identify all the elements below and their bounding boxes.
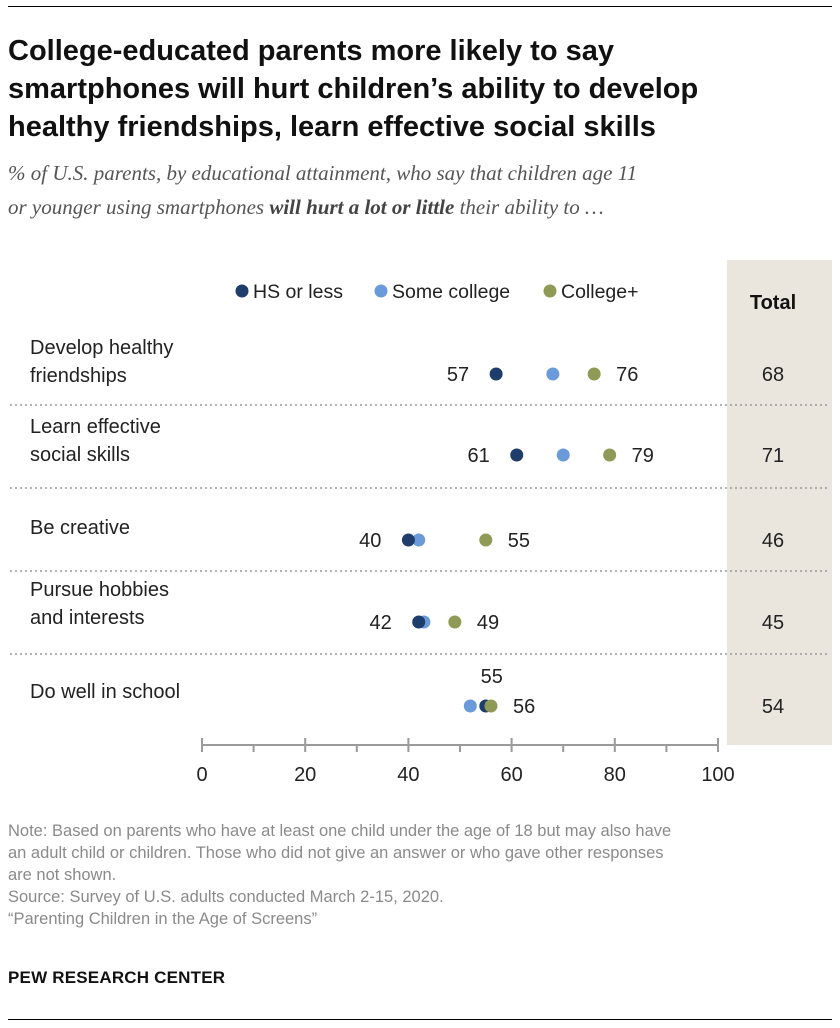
dot-plot-chart: Total HS or less Some college College+ Devel… bbox=[10, 260, 832, 786]
data-label: 57 bbox=[447, 364, 469, 386]
data-point-college bbox=[479, 533, 493, 547]
x-axis-tick-label: 20 bbox=[294, 764, 316, 786]
data-point-hs-or-less bbox=[401, 533, 415, 547]
top-rule bbox=[8, 6, 832, 7]
total-value: 68 bbox=[762, 364, 784, 386]
category-label: Develop healthy bbox=[30, 337, 173, 359]
data-label: 49 bbox=[477, 612, 499, 634]
data-label: 40 bbox=[359, 530, 381, 552]
brand-name: PEW RESEARCH CENTER bbox=[8, 968, 226, 987]
total-value: 54 bbox=[762, 696, 784, 718]
data-point-some-college bbox=[546, 367, 560, 381]
legend-label-1: Some college bbox=[392, 281, 510, 303]
data-label: 61 bbox=[468, 445, 490, 467]
data-point-some-college bbox=[412, 533, 426, 547]
data-point-hs-or-less bbox=[510, 448, 524, 462]
chart-subtitle: % of U.S. parents, by educational attain… bbox=[8, 156, 818, 224]
data-point-college bbox=[448, 615, 462, 629]
data-label: 55 bbox=[481, 666, 503, 688]
subtitle-line-1: % of U.S. parents, by educational attain… bbox=[8, 161, 638, 185]
data-point-some-college bbox=[556, 448, 570, 462]
note-line: are not shown. bbox=[8, 866, 117, 884]
footnote: Note: Based on parents who have at least… bbox=[8, 820, 832, 930]
total-header: Total bbox=[750, 292, 796, 314]
category-label: and interests bbox=[30, 607, 145, 629]
report-title: “Parenting Children in the Age of Screen… bbox=[8, 910, 318, 928]
data-label: 76 bbox=[616, 364, 638, 386]
category-label: Be creative bbox=[30, 517, 130, 539]
category-label: social skills bbox=[30, 444, 130, 466]
data-label: 56 bbox=[513, 696, 535, 718]
legend-label-2: College+ bbox=[561, 281, 639, 303]
data-label: 79 bbox=[632, 445, 654, 467]
note-line: Note: Based on parents who have at least… bbox=[8, 822, 672, 840]
legend-label-0: HS or less bbox=[253, 281, 343, 303]
category-label: friendships bbox=[30, 365, 127, 387]
title-line: healthy friendships, learn effective soc… bbox=[8, 111, 656, 143]
data-point-hs-or-less bbox=[412, 615, 426, 629]
subtitle-emphasis: will hurt a lot or little bbox=[269, 195, 455, 219]
bottom-rule bbox=[8, 1019, 832, 1020]
category-label: Pursue hobbies bbox=[30, 579, 169, 601]
data-point-college bbox=[587, 367, 601, 381]
data-point-some-college bbox=[463, 699, 477, 713]
x-axis-tick-label: 100 bbox=[701, 764, 734, 786]
total-value: 46 bbox=[762, 530, 784, 552]
x-axis-tick-label: 40 bbox=[397, 764, 419, 786]
source-line: Source: Survey of U.S. adults conducted … bbox=[8, 888, 444, 906]
x-axis-tick-label: 80 bbox=[604, 764, 626, 786]
total-column-bg bbox=[727, 260, 832, 745]
chart-title: College-educated parents more likely to … bbox=[8, 32, 808, 146]
data-point-hs-or-less bbox=[489, 367, 503, 381]
x-axis-tick-label: 60 bbox=[500, 764, 522, 786]
subtitle-line-2-end: their ability to … bbox=[454, 195, 604, 219]
legend-marker-1 bbox=[374, 284, 388, 298]
data-point-college bbox=[603, 448, 617, 462]
note-line: an adult child or children. Those who di… bbox=[8, 844, 664, 862]
legend-marker-0 bbox=[235, 284, 249, 298]
x-axis-tick-label: 0 bbox=[196, 764, 207, 786]
subtitle-line-2-start: or younger using smartphones bbox=[8, 195, 270, 219]
category-label: Do well in school bbox=[30, 681, 180, 703]
legend-marker-2 bbox=[543, 284, 557, 298]
total-value: 71 bbox=[762, 445, 784, 467]
total-value: 45 bbox=[762, 612, 784, 634]
data-point-college bbox=[484, 699, 498, 713]
title-line: College-educated parents more likely to … bbox=[8, 35, 614, 67]
data-label: 42 bbox=[369, 612, 391, 634]
category-label: Learn effective bbox=[30, 416, 161, 438]
title-line: smartphones will hurt children’s ability… bbox=[8, 73, 699, 105]
data-label: 55 bbox=[508, 530, 530, 552]
